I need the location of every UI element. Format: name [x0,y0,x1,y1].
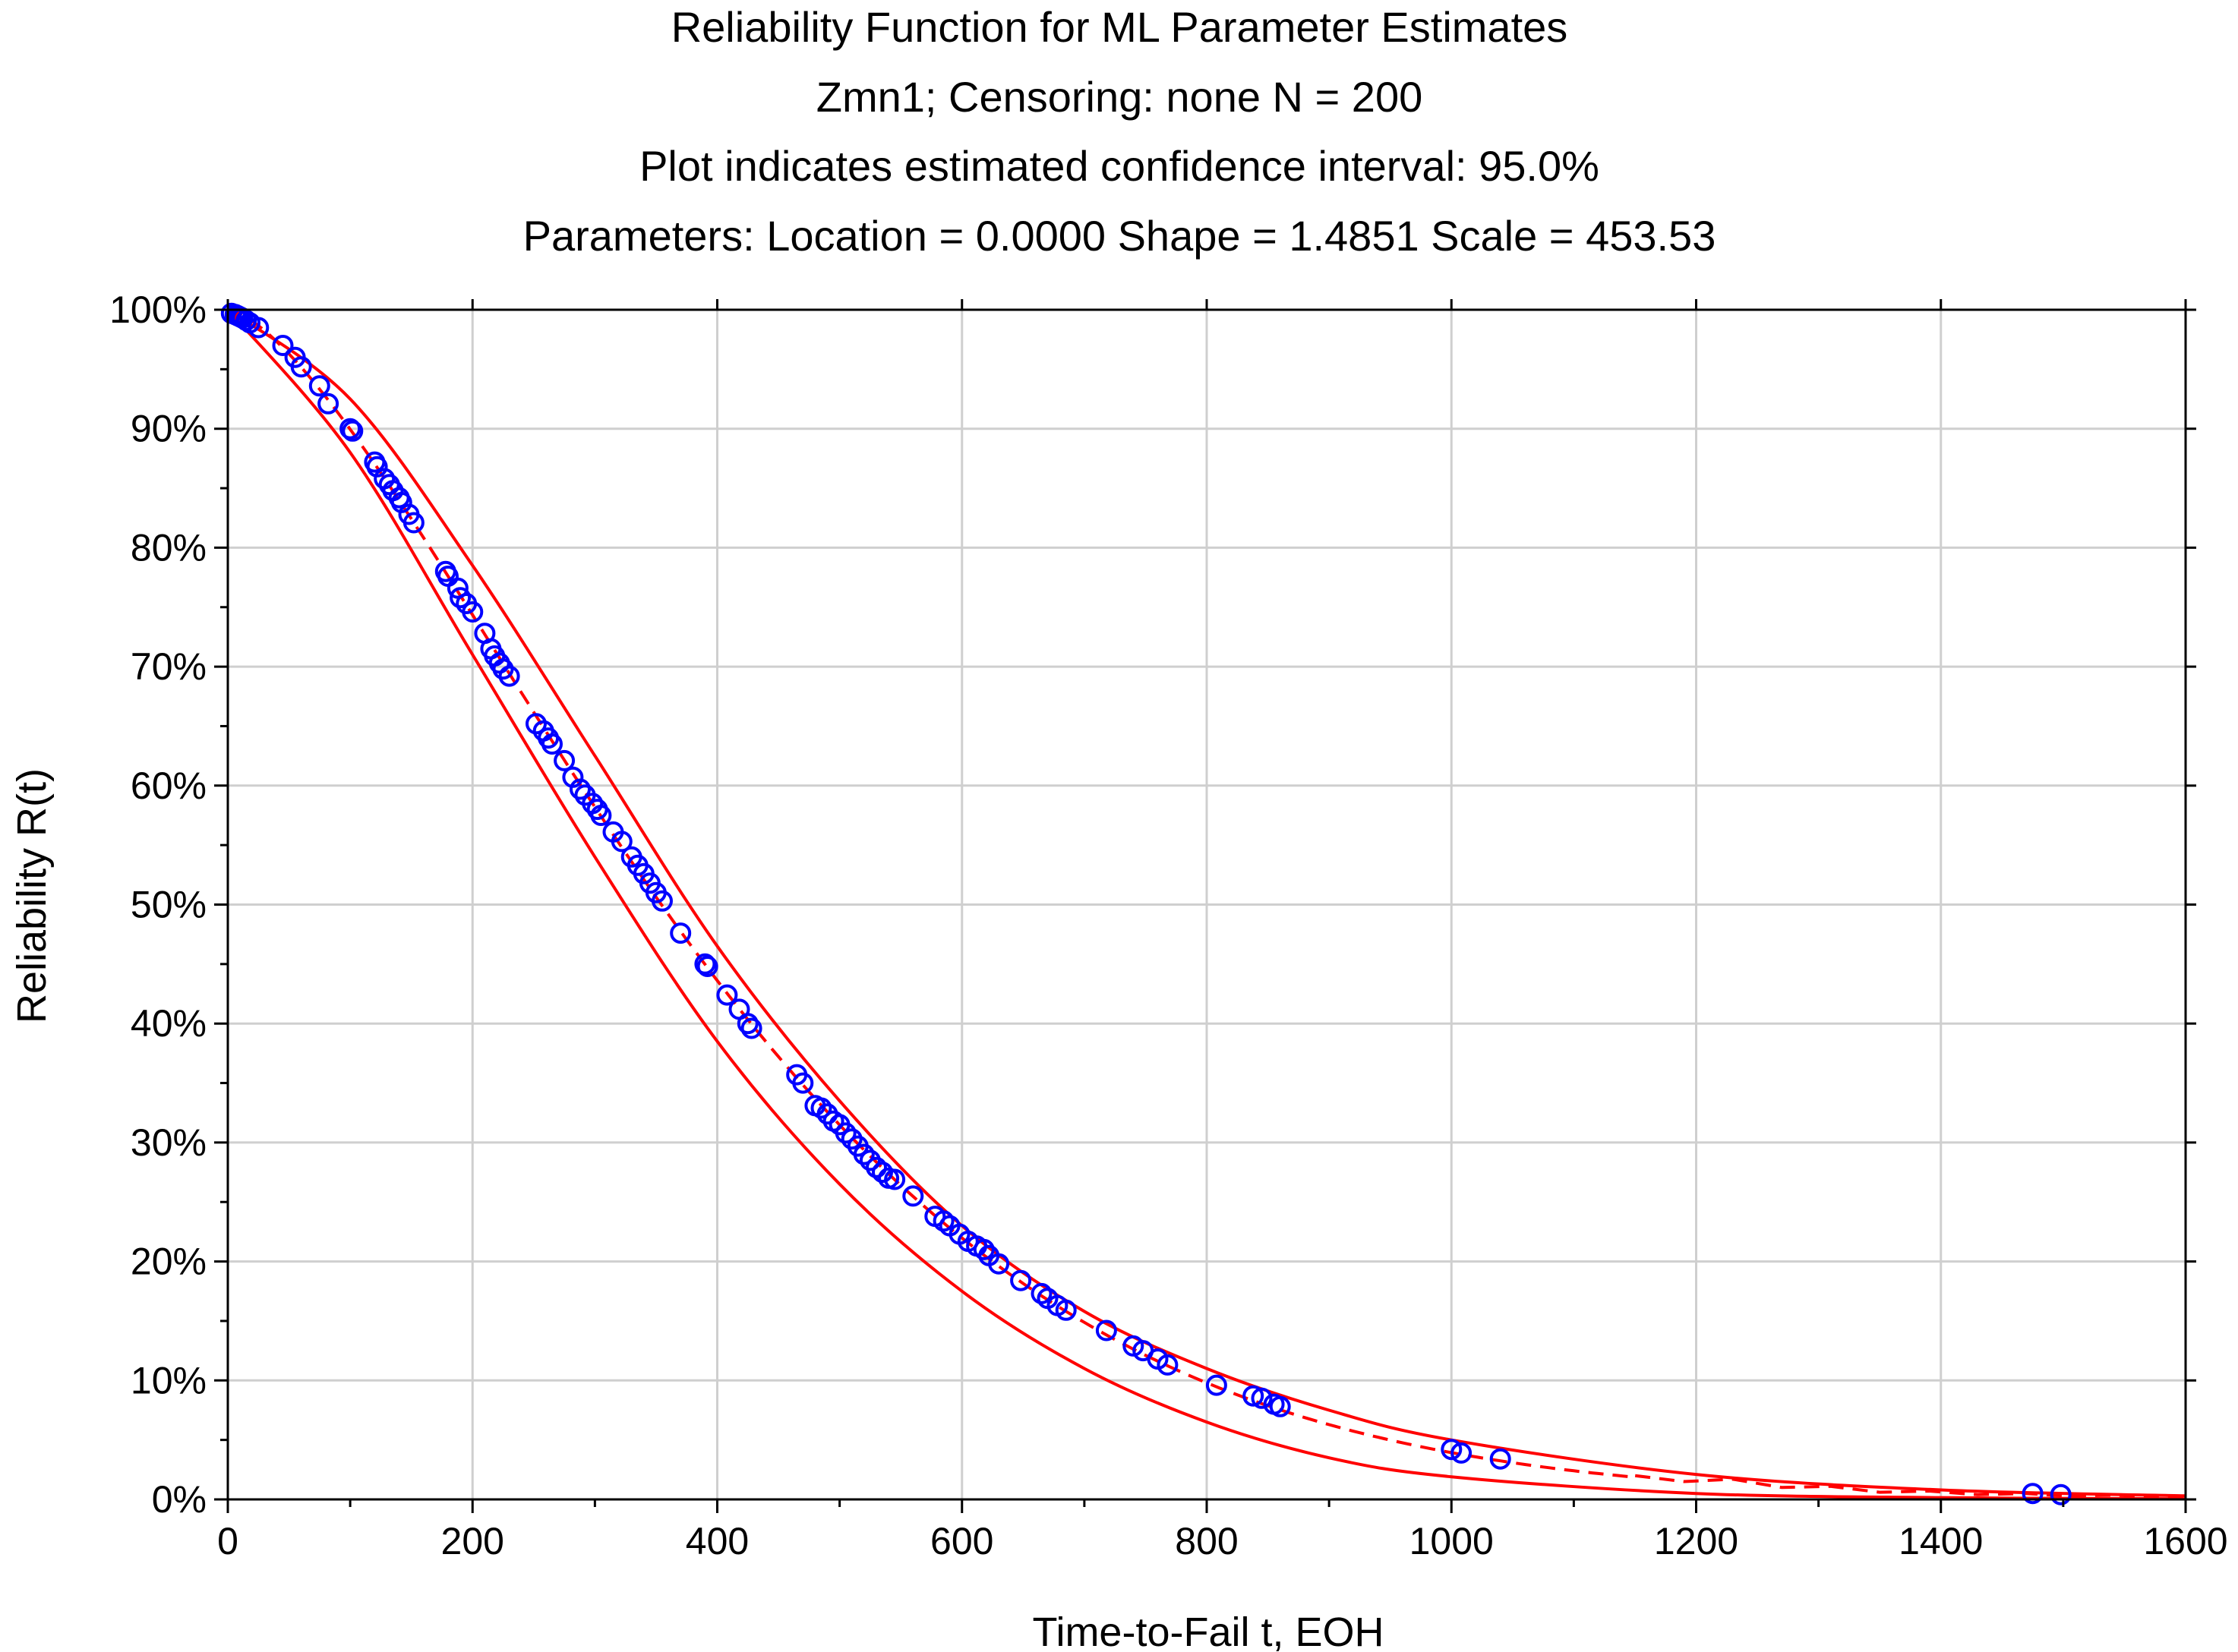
data-point [1269,1395,1291,1417]
data-point [1122,1335,1144,1357]
y-tick-label: 0% [152,1478,207,1521]
x-tick-label: 800 [1175,1520,1238,1562]
gridlines [228,310,2186,1499]
y-tick-label: 30% [131,1121,207,1164]
data-point [611,831,633,853]
data-point [317,393,339,415]
data-point [1010,1269,1032,1291]
data-point [590,805,612,826]
data-point [716,984,738,1006]
chart-title: Reliability Function for ML Parameter Es… [523,3,1716,260]
data-point [450,587,472,609]
data-point [290,356,312,378]
x-tick-label: 1400 [1899,1520,1983,1562]
data-point [835,1122,857,1144]
title-line-4: Parameters: Location = 0.0000 Shape = 1.… [523,212,1716,260]
data-point [1489,1448,1511,1470]
data-point [570,778,591,800]
data-point [933,1210,955,1232]
data-point [1055,1299,1077,1321]
x-axis-label: Time-to-Fail t, EOH [1032,1609,1384,1652]
data-point [1242,1385,1264,1407]
data-point [2050,1483,2072,1505]
x-tick-label: 400 [686,1520,749,1562]
data-point [973,1238,995,1260]
data-point [1450,1442,1473,1464]
data-point [737,1013,759,1035]
data-point [866,1156,887,1178]
y-tick-label: 20% [131,1241,207,1283]
y-tick-label: 100% [109,288,207,331]
x-tick-label: 1000 [1409,1520,1494,1562]
y-axis-label: Reliability R(t) [9,768,55,1023]
data-point [696,956,718,977]
data-point [670,922,692,944]
y-tick-label: 10% [131,1359,207,1401]
data-point [1031,1282,1053,1304]
confidence-upper-line [226,308,2186,1498]
y-tick-label: 50% [131,884,207,926]
x-tick-label: 200 [441,1520,504,1562]
data-point [2022,1483,2044,1505]
data-point [554,749,576,771]
axis-ticks: 0 200 400 600 800 1000 1200 1400 1600 0% 10% 20% 30%… [109,288,2228,1562]
y-tick-label: 40% [131,1002,207,1045]
title-line-1: Reliability Function for ML Parameter Es… [671,3,1568,51]
data-point [339,418,361,440]
data-point [447,577,469,599]
y-tick-label: 60% [131,765,207,807]
title-line-2: Zmn1; Censoring: none N = 200 [816,73,1422,121]
data-point [308,375,330,397]
data-point [652,890,673,912]
title-line-3: Plot indicates estimated confidence inte… [639,142,1599,190]
x-tick-label: 1600 [2143,1520,2227,1562]
y-tick-label: 90% [131,408,207,450]
data-point [462,601,484,623]
data-point [740,1017,762,1039]
data-point [988,1253,1010,1275]
data-point [902,1185,924,1207]
x-tick-label: 600 [930,1520,993,1562]
data-point [1205,1374,1227,1396]
data-point [694,953,716,975]
y-tick-label: 70% [131,645,207,688]
data-point [498,665,520,687]
x-tick-label: 0 [217,1520,238,1562]
data-point [272,335,294,356]
data-point [1157,1354,1179,1376]
data-point [884,1168,906,1190]
y-tick-label: 80% [131,526,207,569]
data-point [402,512,425,534]
confidence-lower-line [226,308,2186,1501]
data-point [1441,1439,1463,1461]
data-point [792,1072,814,1094]
data-markers [220,302,2072,1505]
data-point [342,420,364,442]
data-point [1095,1319,1117,1341]
data-point [810,1097,832,1119]
data-point [853,1143,875,1165]
data-point [541,733,563,755]
x-tick-label: 1200 [1654,1520,1738,1562]
data-point [248,317,270,339]
data-point [1251,1387,1273,1409]
